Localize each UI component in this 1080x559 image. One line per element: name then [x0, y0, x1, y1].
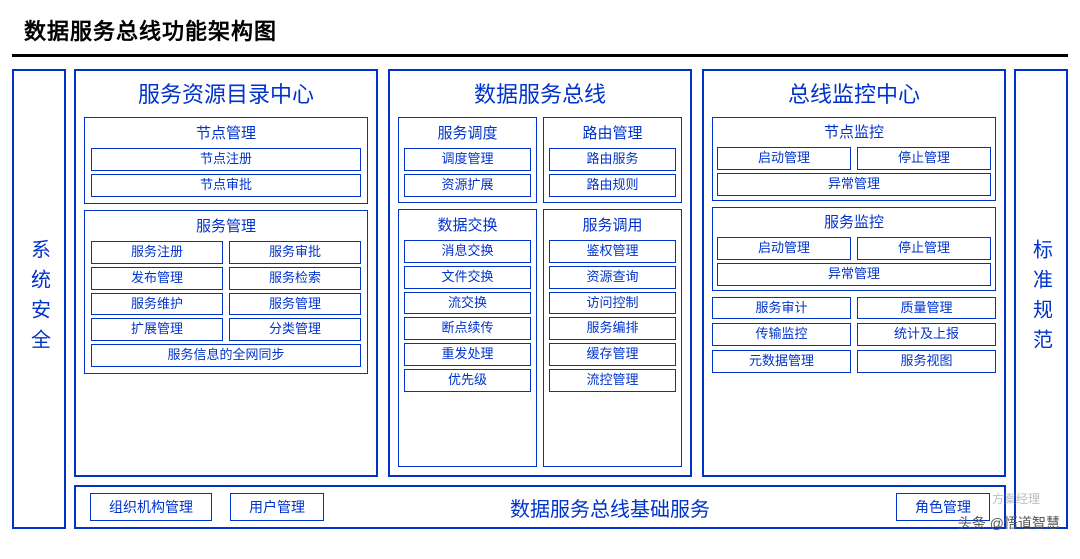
box-item: 节点注册 [91, 148, 361, 171]
center-area: 服务资源目录中心 节点管理 节点注册 节点审批 服务管理 服务注册 服务审批 发… [74, 69, 1006, 529]
box-item: 服务注册 [91, 241, 223, 264]
box-item: 路由服务 [549, 148, 676, 171]
title-underline [12, 54, 1068, 57]
box-item: 服务审批 [229, 241, 361, 264]
column-monitor-center: 总线监控中心 节点监控 启动管理 停止管理 异常管理 服务监控 启动管理 停止管… [702, 69, 1006, 477]
box-item: 服务视图 [857, 350, 996, 373]
box-item: 发布管理 [91, 267, 223, 290]
item-row: 服务审计 质量管理 [712, 297, 996, 320]
left-side-label: 系统安全 [25, 239, 54, 359]
box-item: 服务编排 [549, 317, 676, 340]
group-service-invoke: 服务调用 鉴权管理 资源查询 访问控制 服务编排 缓存管理 流控管理 [543, 209, 682, 467]
item-row: 启动管理 停止管理 [717, 237, 991, 260]
item-row: 元数据管理 服务视图 [712, 350, 996, 373]
box-item: 异常管理 [717, 173, 991, 196]
group-node-mgmt: 节点管理 节点注册 节点审批 [84, 117, 368, 204]
column-service-catalog: 服务资源目录中心 节点管理 节点注册 节点审批 服务管理 服务注册 服务审批 发… [74, 69, 378, 477]
left-side-panel: 系统安全 [12, 69, 66, 529]
box-item: 优先级 [404, 369, 531, 392]
group-title: 服务管理 [196, 215, 256, 236]
box-item: 启动管理 [717, 237, 851, 260]
watermark-text: 头条 @悟道智慧 [958, 513, 1060, 533]
box-item: 传输监控 [712, 323, 851, 346]
box-item: 异常管理 [717, 263, 991, 286]
box-item: 断点续传 [404, 317, 531, 340]
box-item: 启动管理 [717, 147, 851, 170]
column-title: 服务资源目录中心 [138, 77, 314, 109]
box-item: 资源查询 [549, 266, 676, 289]
foundation-services-row: 组织机构管理 用户管理 数据服务总线基础服务 角色管理 [74, 485, 1006, 529]
column-title: 总线监控中心 [788, 77, 920, 109]
right-side-label: 标准规范 [1027, 239, 1056, 359]
box-item: 元数据管理 [712, 350, 851, 373]
group-data-exchange: 数据交换 消息交换 文件交换 流交换 断点续传 重发处理 优先级 [398, 209, 537, 467]
box-item: 消息交换 [404, 240, 531, 263]
group-title: 数据交换 [437, 214, 497, 235]
pair-bottom: 数据交换 消息交换 文件交换 流交换 断点续传 重发处理 优先级 服务调用 鉴权… [398, 209, 682, 467]
box-item: 节点审批 [91, 174, 361, 197]
group-title: 路由管理 [582, 122, 642, 143]
right-side-panel: 标准规范 [1014, 69, 1068, 529]
group-route-mgmt: 路由管理 路由服务 路由规则 [543, 117, 682, 203]
group-title: 节点管理 [196, 122, 256, 143]
group-service-monitor: 服务监控 启动管理 停止管理 异常管理 [712, 207, 996, 291]
box-item: 停止管理 [857, 237, 991, 260]
pair-top: 服务调度 调度管理 资源扩展 路由管理 路由服务 路由规则 [398, 117, 682, 203]
columns-row: 服务资源目录中心 节点管理 节点注册 节点审批 服务管理 服务注册 服务审批 发… [74, 69, 1006, 477]
box-item: 服务管理 [229, 293, 361, 316]
box-item: 流控管理 [549, 369, 676, 392]
group-title: 服务监控 [824, 211, 884, 232]
box-item: 质量管理 [857, 297, 996, 320]
group-title: 服务调用 [582, 214, 642, 235]
group-service-schedule: 服务调度 调度管理 资源扩展 [398, 117, 537, 203]
box-item: 调度管理 [404, 148, 531, 171]
foundation-title: 数据服务总线基础服务 [342, 493, 878, 522]
box-item: 资源扩展 [404, 174, 531, 197]
item-row: 扩展管理 分类管理 [91, 318, 361, 341]
item-row: 服务注册 服务审批 [91, 241, 361, 264]
column-data-bus: 数据服务总线 服务调度 调度管理 资源扩展 路由管理 路由服务 路由规则 [388, 69, 692, 477]
item-row: 服务维护 服务管理 [91, 293, 361, 316]
box-item: 路由规则 [549, 174, 676, 197]
foundation-item: 组织机构管理 [90, 493, 212, 521]
box-item: 分类管理 [229, 318, 361, 341]
column-title: 数据服务总线 [474, 77, 606, 109]
box-item: 流交换 [404, 292, 531, 315]
box-item: 统计及上报 [857, 323, 996, 346]
item-row: 启动管理 停止管理 [717, 147, 991, 170]
box-item: 缓存管理 [549, 343, 676, 366]
foundation-item: 用户管理 [230, 493, 324, 521]
group-service-mgmt: 服务管理 服务注册 服务审批 发布管理 服务检索 服务维护 服务管理 扩展管理 [84, 210, 368, 374]
box-item: 服务审计 [712, 297, 851, 320]
group-node-monitor: 节点监控 启动管理 停止管理 异常管理 [712, 117, 996, 201]
box-item: 重发处理 [404, 343, 531, 366]
box-item: 鉴权管理 [549, 240, 676, 263]
box-item: 访问控制 [549, 292, 676, 315]
page-title: 数据服务总线功能架构图 [0, 0, 1080, 54]
naked-items-grid: 服务审计 质量管理 传输监控 统计及上报 元数据管理 服务视图 [712, 297, 996, 374]
wechat-badge: 方案经理 [992, 490, 1040, 507]
box-item: 服务信息的全网同步 [91, 344, 361, 367]
group-title: 服务调度 [437, 122, 497, 143]
box-item: 停止管理 [857, 147, 991, 170]
item-row: 发布管理 服务检索 [91, 267, 361, 290]
box-item: 文件交换 [404, 266, 531, 289]
box-item: 扩展管理 [91, 318, 223, 341]
box-item: 服务维护 [91, 293, 223, 316]
group-title: 节点监控 [824, 121, 884, 142]
architecture-diagram: 系统安全 服务资源目录中心 节点管理 节点注册 节点审批 服务管理 服务注册 服… [0, 69, 1080, 529]
box-item: 服务检索 [229, 267, 361, 290]
item-row: 传输监控 统计及上报 [712, 323, 996, 346]
